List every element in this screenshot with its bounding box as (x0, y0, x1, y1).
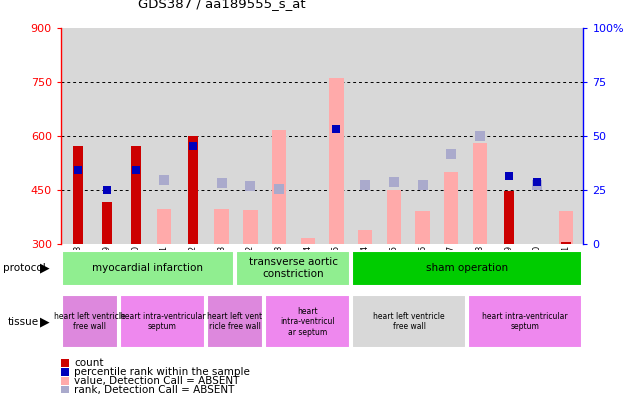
Bar (188, 135, 198, 244)
Text: heart intra-ventricular
septum: heart intra-ventricular septum (120, 312, 205, 331)
Bar (157, 209, 171, 244)
Bar (62, 295, 118, 348)
Text: myocardial infarction: myocardial infarction (92, 263, 203, 273)
Bar (243, 210, 258, 244)
Bar (329, 78, 344, 244)
Bar (301, 238, 315, 244)
Text: tissue: tissue (8, 317, 39, 327)
Text: heart intra-ventricular
septum: heart intra-ventricular septum (483, 312, 568, 331)
Bar (358, 230, 372, 244)
Text: heart left ventricle
free wall: heart left ventricle free wall (373, 312, 445, 331)
Text: ▶: ▶ (40, 315, 50, 328)
Bar (272, 130, 287, 244)
Text: GDS387 / aa189555_s_at: GDS387 / aa189555_s_at (138, 0, 306, 10)
Text: sham operation: sham operation (426, 263, 508, 273)
Bar (131, 147, 140, 244)
Bar (559, 211, 573, 244)
Bar (444, 171, 458, 244)
Text: heart
intra-ventricul
ar septum: heart intra-ventricul ar septum (280, 307, 335, 337)
Bar (468, 295, 583, 348)
Bar (120, 295, 205, 348)
Bar (387, 190, 401, 244)
Bar (561, 242, 571, 244)
Text: transverse aortic
constriction: transverse aortic constriction (249, 257, 338, 279)
Bar (473, 143, 487, 244)
Text: percentile rank within the sample: percentile rank within the sample (74, 367, 250, 377)
Bar (207, 295, 263, 348)
Bar (352, 295, 467, 348)
Text: value, Detection Call = ABSENT: value, Detection Call = ABSENT (74, 376, 239, 386)
Text: heart left vent
ricle free wall: heart left vent ricle free wall (208, 312, 263, 331)
Text: ▶: ▶ (40, 262, 50, 275)
Text: rank, Detection Call = ABSENT: rank, Detection Call = ABSENT (74, 385, 235, 394)
Bar (236, 251, 350, 286)
Bar (102, 202, 112, 244)
Bar (73, 147, 83, 244)
Bar (265, 295, 350, 348)
Bar (215, 209, 229, 244)
Bar (504, 191, 513, 244)
Text: count: count (74, 358, 103, 368)
Bar (62, 251, 234, 286)
Bar (352, 251, 583, 286)
Bar (415, 211, 429, 244)
Text: heart left ventricle
free wall: heart left ventricle free wall (54, 312, 126, 331)
Text: protocol: protocol (3, 263, 46, 273)
